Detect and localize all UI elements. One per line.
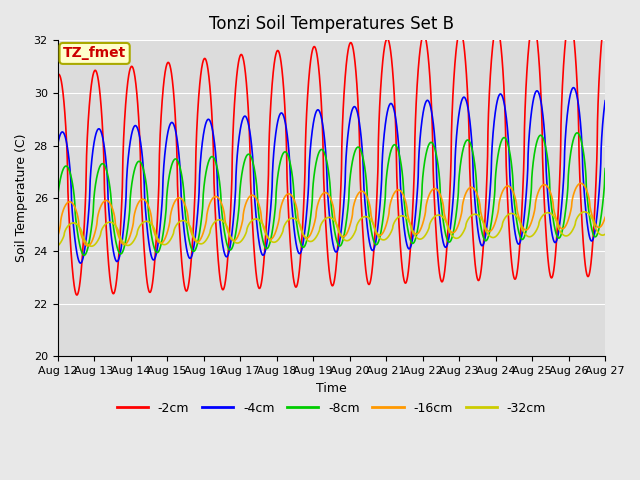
-32cm — [116, 234, 124, 240]
-4cm — [591, 229, 598, 235]
-4cm — [149, 256, 157, 262]
-8cm — [81, 252, 88, 258]
-2cm — [54, 72, 61, 78]
Line: -8cm: -8cm — [58, 133, 605, 255]
-16cm — [577, 180, 585, 186]
Y-axis label: Soil Temperature (C): Soil Temperature (C) — [15, 134, 28, 263]
-16cm — [116, 237, 124, 243]
-8cm — [573, 130, 581, 136]
Title: Tonzi Soil Temperatures Set B: Tonzi Soil Temperatures Set B — [209, 15, 454, 33]
-4cm — [287, 197, 295, 203]
Line: -2cm: -2cm — [58, 16, 605, 295]
-16cm — [264, 235, 271, 240]
-4cm — [264, 235, 271, 240]
-16cm — [532, 199, 540, 205]
-2cm — [264, 192, 271, 198]
Line: -32cm: -32cm — [58, 212, 605, 246]
-8cm — [287, 167, 295, 173]
-2cm — [287, 256, 295, 262]
-32cm — [287, 216, 295, 221]
-16cm — [287, 192, 295, 198]
-16cm — [84, 243, 92, 249]
-2cm — [149, 279, 157, 285]
-32cm — [54, 243, 61, 249]
-8cm — [54, 196, 61, 202]
-8cm — [264, 245, 271, 251]
-8cm — [532, 144, 540, 150]
-4cm — [54, 143, 61, 149]
-32cm — [149, 223, 157, 228]
-32cm — [591, 224, 598, 230]
-8cm — [116, 251, 124, 257]
-32cm — [602, 231, 609, 237]
-4cm — [532, 89, 540, 95]
-8cm — [149, 239, 157, 245]
-4cm — [77, 260, 84, 266]
-32cm — [264, 234, 271, 240]
X-axis label: Time: Time — [316, 382, 347, 395]
-4cm — [602, 98, 609, 104]
-2cm — [73, 292, 81, 298]
Line: -16cm: -16cm — [58, 183, 605, 246]
Text: TZ_fmet: TZ_fmet — [63, 47, 126, 60]
-16cm — [602, 215, 609, 220]
-16cm — [149, 224, 157, 229]
-8cm — [591, 234, 598, 240]
-16cm — [591, 220, 598, 226]
Line: -4cm: -4cm — [58, 88, 605, 263]
-32cm — [532, 229, 540, 235]
-2cm — [591, 209, 598, 215]
-2cm — [602, 13, 609, 19]
-2cm — [116, 231, 124, 237]
-16cm — [54, 234, 61, 240]
-4cm — [570, 85, 577, 91]
-32cm — [580, 209, 588, 215]
-4cm — [116, 251, 124, 257]
-2cm — [532, 26, 540, 32]
Legend: -2cm, -4cm, -8cm, -16cm, -32cm: -2cm, -4cm, -8cm, -16cm, -32cm — [111, 396, 551, 420]
-8cm — [602, 166, 609, 171]
-32cm — [88, 243, 95, 249]
